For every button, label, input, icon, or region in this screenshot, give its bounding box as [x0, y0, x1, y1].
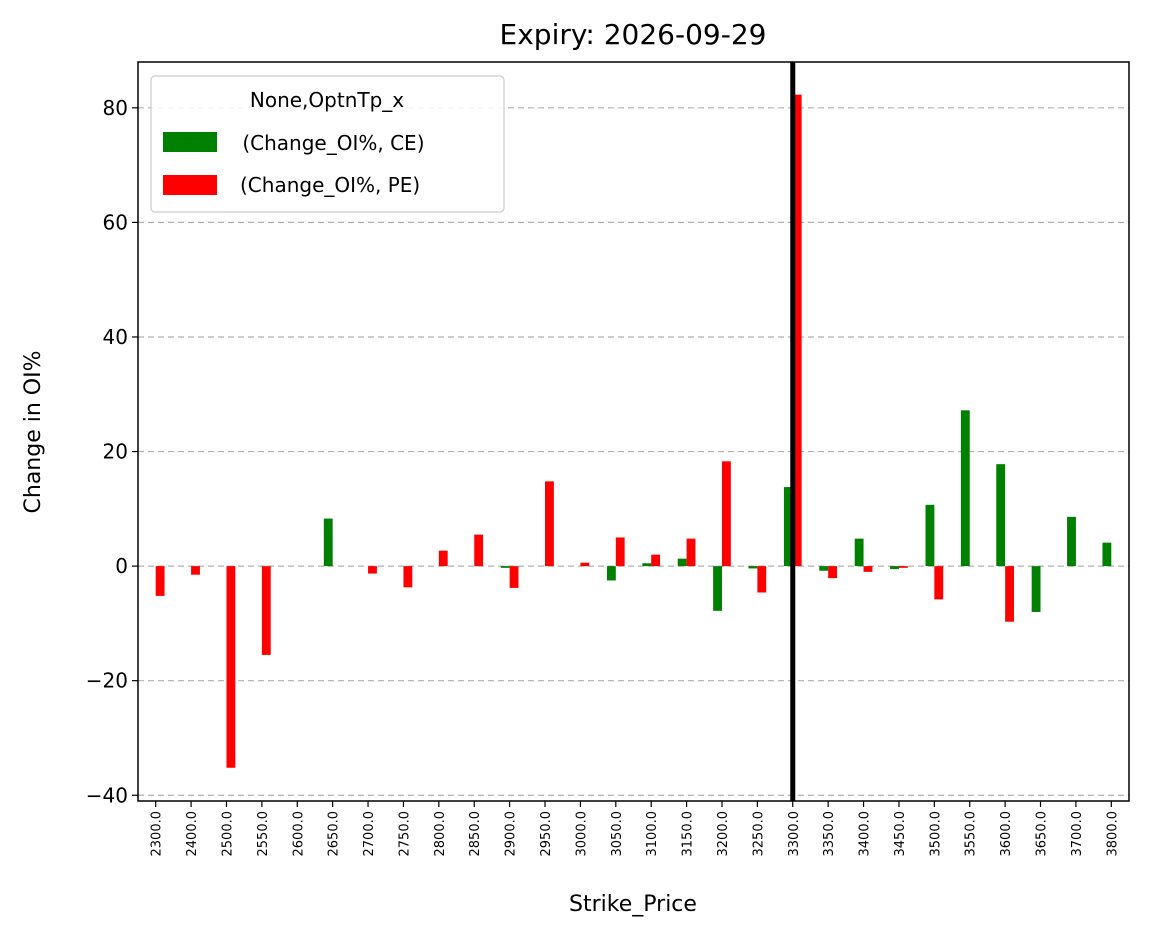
- bar-pe: [438, 550, 448, 567]
- x-tick-label: 3100.0: [645, 811, 660, 857]
- bar-ce: [854, 538, 864, 567]
- bar-ce: [677, 558, 687, 567]
- legend-label-ce: (Change_OI%, CE): [236, 131, 425, 155]
- x-tick-label: 3250.0: [751, 811, 766, 857]
- x-tick-label: 3200.0: [716, 811, 731, 857]
- x-tick-label: 3000.0: [574, 811, 589, 857]
- bar-ce: [606, 566, 616, 581]
- x-tick-label: 2750.0: [397, 811, 412, 857]
- legend-box: [150, 75, 505, 213]
- legend: None,OptnTp_x (Change_OI%, CE) (Change_O…: [150, 75, 505, 213]
- bar-ce: [1031, 566, 1041, 612]
- x-tick-label: 3650.0: [1035, 811, 1050, 857]
- bar-ce: [500, 566, 510, 568]
- bar-pe: [1005, 566, 1014, 622]
- x-tick-label: 2600.0: [291, 811, 306, 857]
- x-axis-label: Strike_Price: [569, 892, 697, 917]
- legend-swatch-ce: [163, 132, 217, 152]
- y-tick-label: 60: [103, 210, 128, 234]
- bar-pe: [403, 566, 413, 588]
- x-tick-label: 3050.0: [610, 811, 625, 857]
- x-tick-label: 3700.0: [1070, 811, 1085, 857]
- chart-title: Expiry: 2026-09-29: [500, 18, 767, 51]
- bar-pe: [474, 534, 484, 567]
- bar-ce: [890, 566, 899, 569]
- x-tick-label: 2950.0: [539, 811, 554, 857]
- y-tick-label: 80: [103, 96, 128, 120]
- x-tick-label: 3350.0: [822, 811, 837, 857]
- bar-pe: [686, 538, 696, 567]
- legend-swatch-pe: [163, 175, 217, 195]
- bar-pe: [898, 566, 908, 568]
- plot-frame: [137, 61, 1130, 802]
- bar-pe: [934, 566, 944, 600]
- bar-pe: [615, 537, 625, 567]
- x-tick-label: 3550.0: [964, 811, 979, 857]
- x-tick-label: 2500.0: [220, 811, 235, 857]
- x-tick-label: 3600.0: [999, 811, 1014, 857]
- y-tick-label: 20: [103, 440, 128, 464]
- bar-pe: [651, 554, 661, 567]
- x-tick-label: 2400.0: [185, 811, 200, 857]
- y-tick-label: −40: [86, 783, 128, 807]
- bar-ce: [713, 566, 722, 611]
- x-tick-label: 2900.0: [504, 811, 519, 857]
- x-tick-label: 3800.0: [1105, 811, 1120, 857]
- x-tick-label: 2300.0: [150, 811, 165, 857]
- x-tick-label: 2800.0: [433, 811, 448, 857]
- bar-ce: [748, 566, 758, 569]
- bar-pe: [863, 566, 873, 572]
- x-tick-label: 3450.0: [893, 811, 908, 857]
- bar-pe: [226, 566, 236, 768]
- x-tick-label: 3500.0: [928, 811, 943, 857]
- y-axis-ticks: −40 −20 0 20 40 60 80: [86, 96, 138, 807]
- bar-pe: [261, 566, 271, 655]
- bars: [146, 94, 1121, 768]
- bar-pe: [792, 94, 802, 567]
- x-tick-label: 2850.0: [468, 811, 483, 857]
- x-tick-label: 2700.0: [362, 811, 377, 857]
- bar-pe: [509, 566, 519, 588]
- y-tick-label: 40: [103, 325, 128, 349]
- bar-pe: [721, 461, 731, 567]
- bar-pe: [155, 566, 165, 596]
- bar-pe: [545, 481, 554, 567]
- bar-ce: [996, 464, 1006, 567]
- bar-ce: [323, 518, 333, 567]
- bar-ce: [1067, 516, 1076, 567]
- bar-pe: [580, 562, 590, 567]
- bar-pe: [757, 566, 767, 593]
- x-tick-label: 3400.0: [858, 811, 873, 857]
- bar-ce: [1102, 542, 1112, 567]
- y-axis-label: Change in OI%: [21, 351, 46, 514]
- x-tick-label: 2650.0: [327, 811, 342, 857]
- bar-ce: [783, 487, 793, 567]
- bar-ce: [819, 566, 829, 571]
- y-tick-label: 0: [115, 554, 128, 578]
- x-tick-label: 3150.0: [681, 811, 696, 857]
- x-axis-ticks: 2300.0 2400.0 2500.0 2550.0 2600.0 2650.0 2700…: [150, 801, 1120, 857]
- legend-title: None,OptnTp_x: [250, 88, 404, 112]
- bar-pe: [191, 566, 200, 575]
- x-tick-label: 2550.0: [256, 811, 271, 857]
- bar-pe: [828, 566, 838, 579]
- x-tick-label: 3300.0: [787, 811, 802, 857]
- legend-label-pe: (Change_OI%, PE): [240, 173, 420, 197]
- bar-pe: [368, 566, 377, 574]
- y-tick-label: −20: [86, 669, 128, 693]
- bar-ce: [960, 410, 970, 567]
- bar-ce: [642, 563, 652, 567]
- bar-ce: [925, 504, 935, 567]
